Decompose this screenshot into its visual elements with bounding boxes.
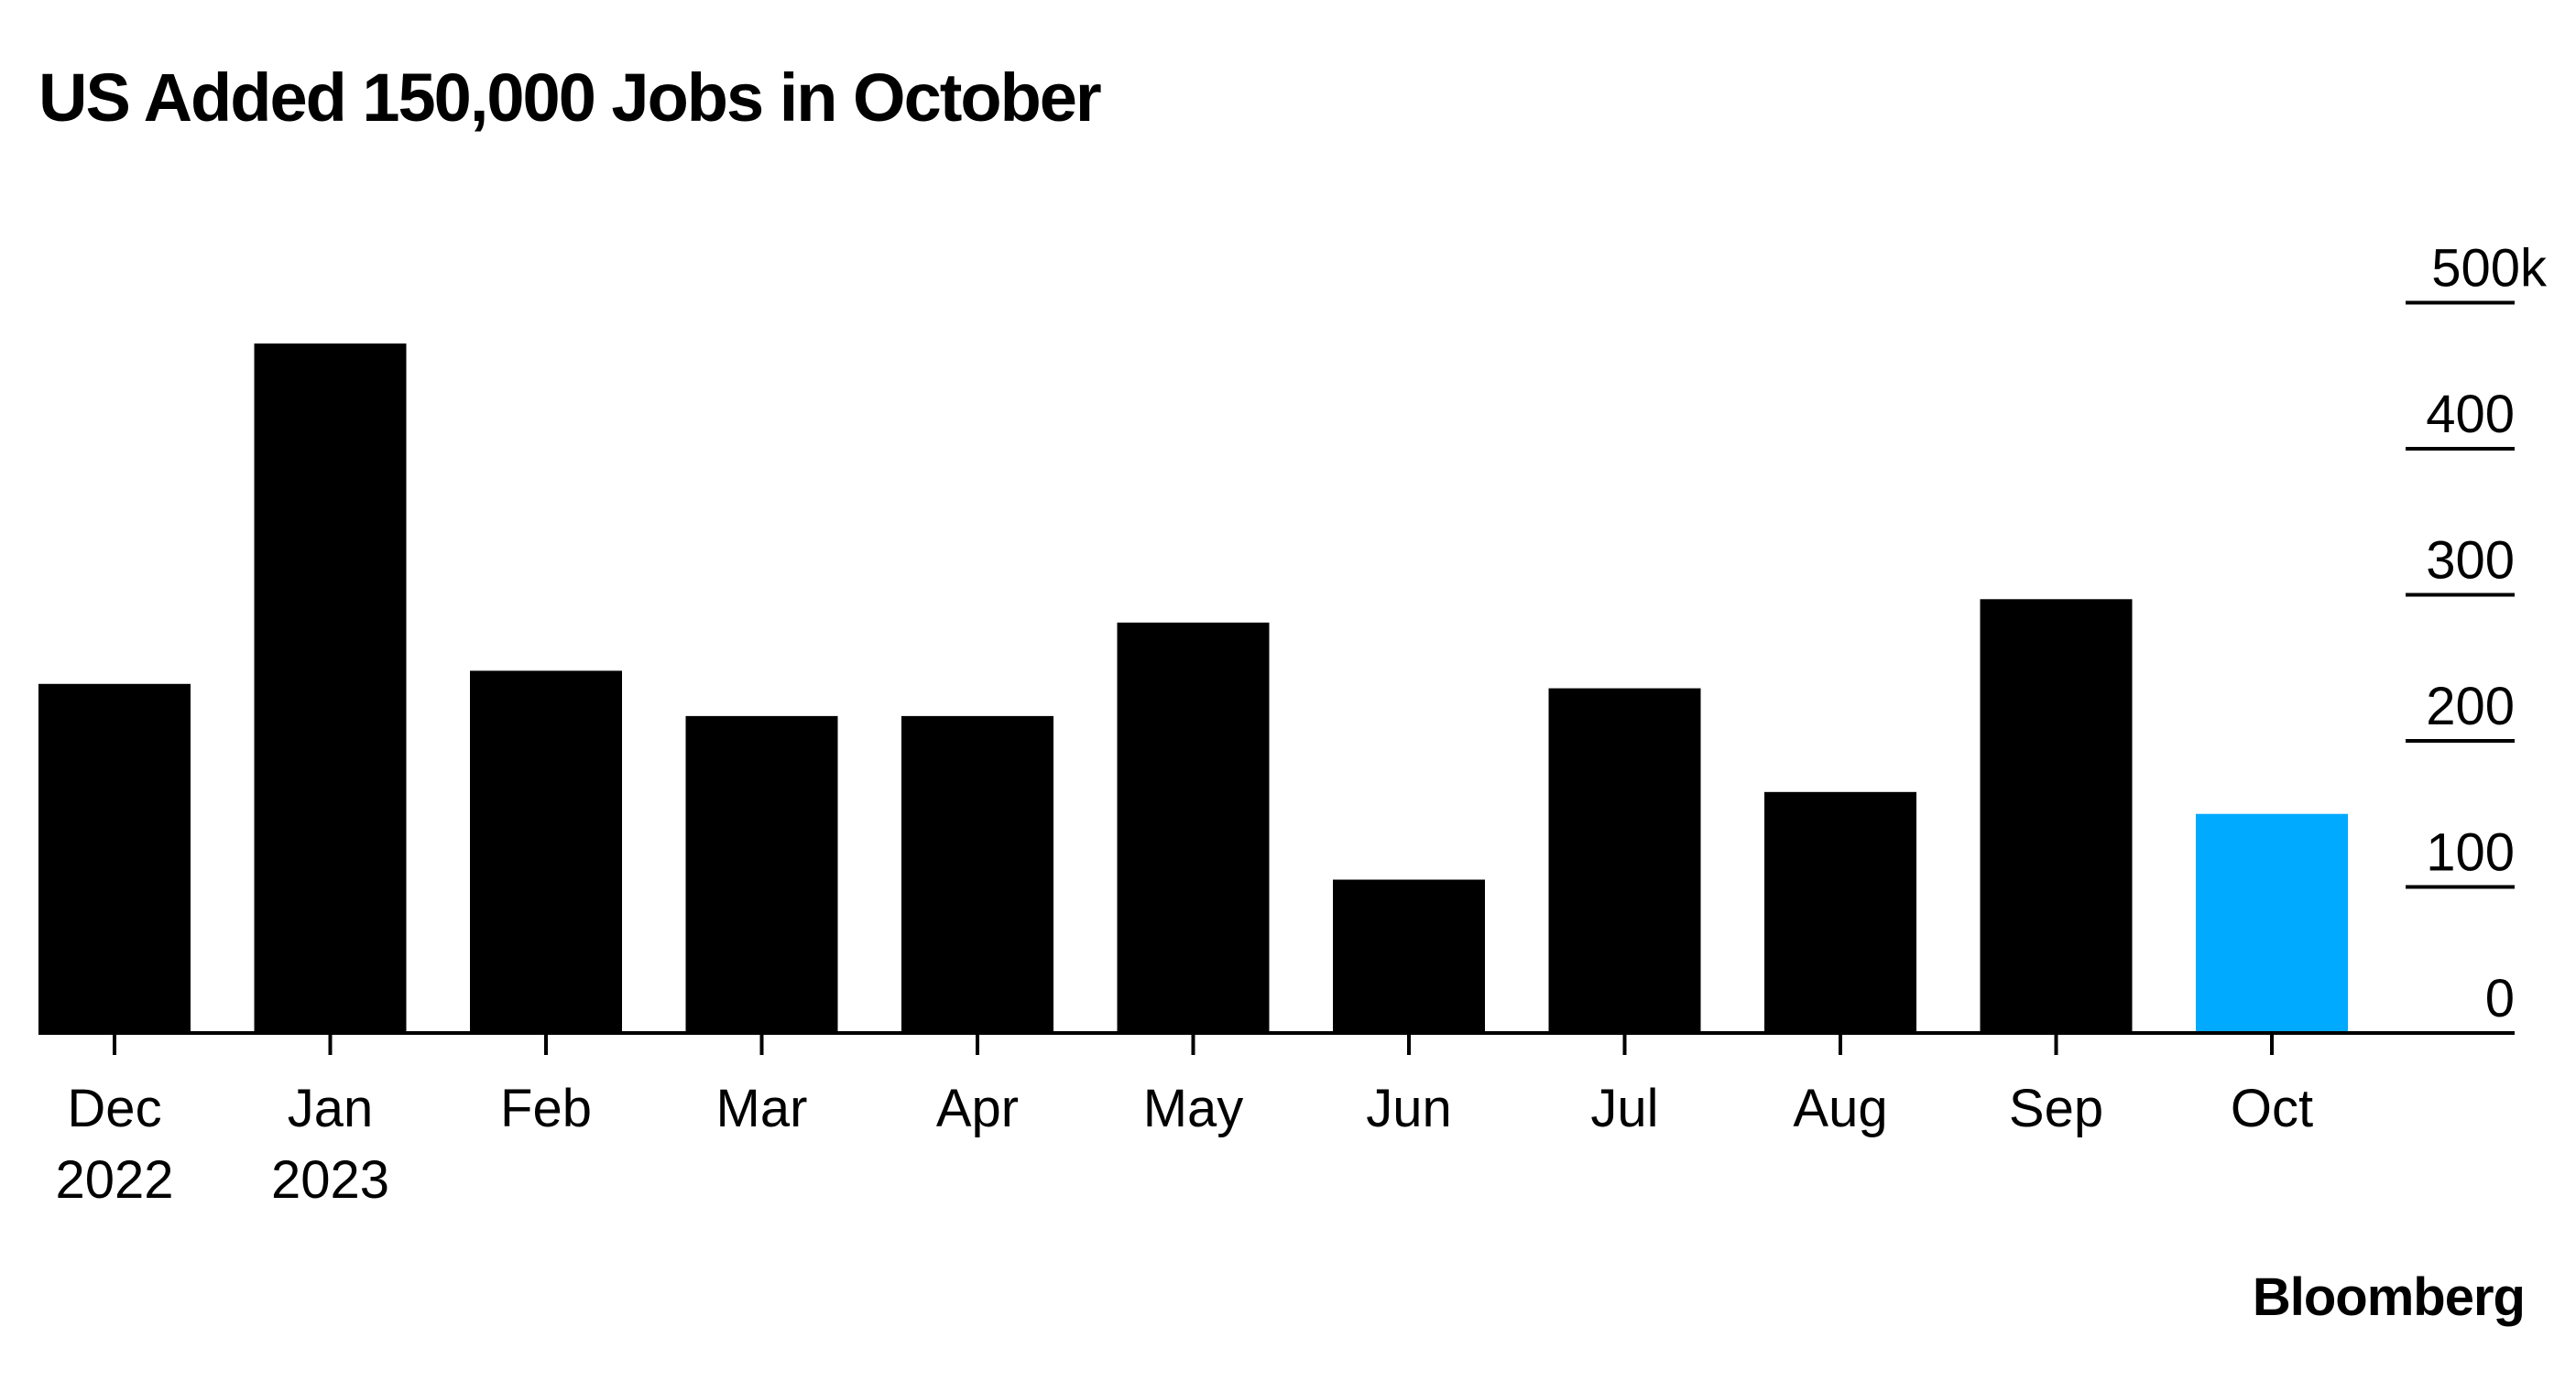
x-tick-label: Jul xyxy=(1590,1079,1658,1138)
bar-oct xyxy=(2196,813,2348,1033)
axes-layer xyxy=(38,300,2515,1055)
bar-apr xyxy=(901,715,1053,1033)
bar-jul xyxy=(1548,688,1701,1033)
x-tick-label: Mar xyxy=(716,1079,808,1138)
x-tick-label: May xyxy=(1143,1079,1244,1138)
bar-aug xyxy=(1764,791,1916,1033)
bar-feb xyxy=(470,670,622,1033)
x-tick-label: Oct xyxy=(2231,1079,2313,1138)
x-tick-label: Jun xyxy=(1366,1079,1452,1138)
bar-jan xyxy=(254,343,407,1033)
y-tick-label: 400 xyxy=(2426,385,2515,444)
bloomberg-logo: Bloomberg xyxy=(2252,1267,2526,1327)
bar-sep xyxy=(1980,599,2133,1033)
x-tick-label: Sep xyxy=(2009,1079,2103,1138)
x-tick-label: Apr xyxy=(936,1079,1019,1138)
bars-layer xyxy=(38,343,2348,1033)
chart-title: US Added 150,000 Jobs in October xyxy=(38,60,1102,136)
y-tick-label: 0 xyxy=(2485,969,2515,1028)
x-tick-label: Jan xyxy=(288,1079,374,1138)
x-tick-label: Dec xyxy=(67,1079,161,1138)
x-tick-label: Feb xyxy=(500,1079,592,1138)
x-tick-year-label: 2023 xyxy=(271,1150,389,1210)
y-tick-label: 200 xyxy=(2426,677,2515,736)
labels-layer: Dec 2022 Jan 2023 Feb Mar Apr May Jun Jul Aug Sep Oc… xyxy=(55,239,2548,1211)
y-tick-label: 100 xyxy=(2426,823,2515,883)
bar-dec xyxy=(38,683,191,1033)
bar-jun xyxy=(1333,879,1485,1033)
bar-mar xyxy=(685,715,838,1033)
x-tick-label: Aug xyxy=(1793,1079,1887,1138)
x-tick-year-label: 2022 xyxy=(55,1150,173,1210)
bar-may xyxy=(1117,622,1270,1033)
y-tick-label: 500k xyxy=(2431,239,2548,299)
y-tick-label: 300 xyxy=(2426,531,2515,591)
